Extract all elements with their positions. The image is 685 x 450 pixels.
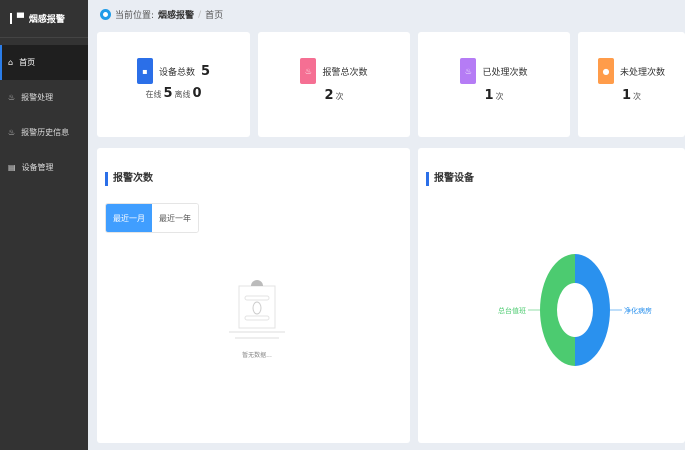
empty-state: 暂无数据... [227, 278, 287, 359]
breadcrumb-page: 首页 [205, 11, 224, 21]
alarm-logo-icon: ▀ [17, 13, 24, 24]
sidebar-item-device-management[interactable]: ▤ 设备管理 [8, 163, 54, 172]
alarm-icon: ♨ [300, 58, 317, 84]
sidebar-item-alarm-handling[interactable]: ♨ 报警处理 [8, 93, 54, 102]
panel-title: 报警次数 [105, 172, 153, 186]
slice-label: 净化病房 [624, 306, 652, 315]
sidebar: ▀ 烟感报警 ⌂ 首页 ♨ 报警处理 ♨ 报警历史信息 ▤ 设备管理 [0, 0, 88, 450]
device-icon: ▪ [136, 58, 153, 84]
tab-last-year[interactable]: 最近一年 [152, 204, 198, 232]
alarm-count-panel: 报警次数 最近一月 最近一年 暂无数据... [97, 148, 410, 443]
donut-slice[interactable] [540, 254, 575, 366]
sidebar-item-home[interactable]: ⌂ 首页 [0, 45, 88, 80]
alarm-icon: ♨ [8, 93, 16, 102]
alarm-icon: ♨ [460, 58, 477, 84]
alarm-devices-panel: 报警设备 总台值班 净化病房 [418, 148, 685, 443]
home-icon: ⌂ [8, 58, 14, 67]
divider [10, 13, 12, 24]
location-icon [100, 9, 111, 20]
device-icon: ▤ [8, 163, 16, 172]
warning-icon: ● [597, 58, 614, 84]
empty-clipboard-icon [229, 280, 285, 339]
time-range-tabs: 最近一月 最近一年 [105, 203, 199, 233]
donut-slice[interactable] [575, 254, 610, 366]
sidebar-item-alarm-history[interactable]: ♨ 报警历史信息 [8, 128, 70, 137]
donut-chart: 总台值班 净化病房 [498, 254, 652, 366]
app-logo: ▀ 烟感报警 [0, 0, 88, 38]
app-title: 烟感报警 [28, 15, 65, 25]
tab-last-month[interactable]: 最近一月 [106, 204, 152, 232]
panel-title: 报警设备 [426, 172, 474, 186]
alarm-history-icon: ♨ [8, 128, 16, 137]
device-count-card: ▪ 设备总数 5 在线 5 离线 0 [97, 32, 250, 137]
slice-label: 总台值班 [498, 306, 526, 315]
breadcrumb: 当前位置: 烟感报警 / 首页 [100, 8, 223, 21]
breadcrumb-section[interactable]: 烟感报警 [158, 11, 195, 21]
